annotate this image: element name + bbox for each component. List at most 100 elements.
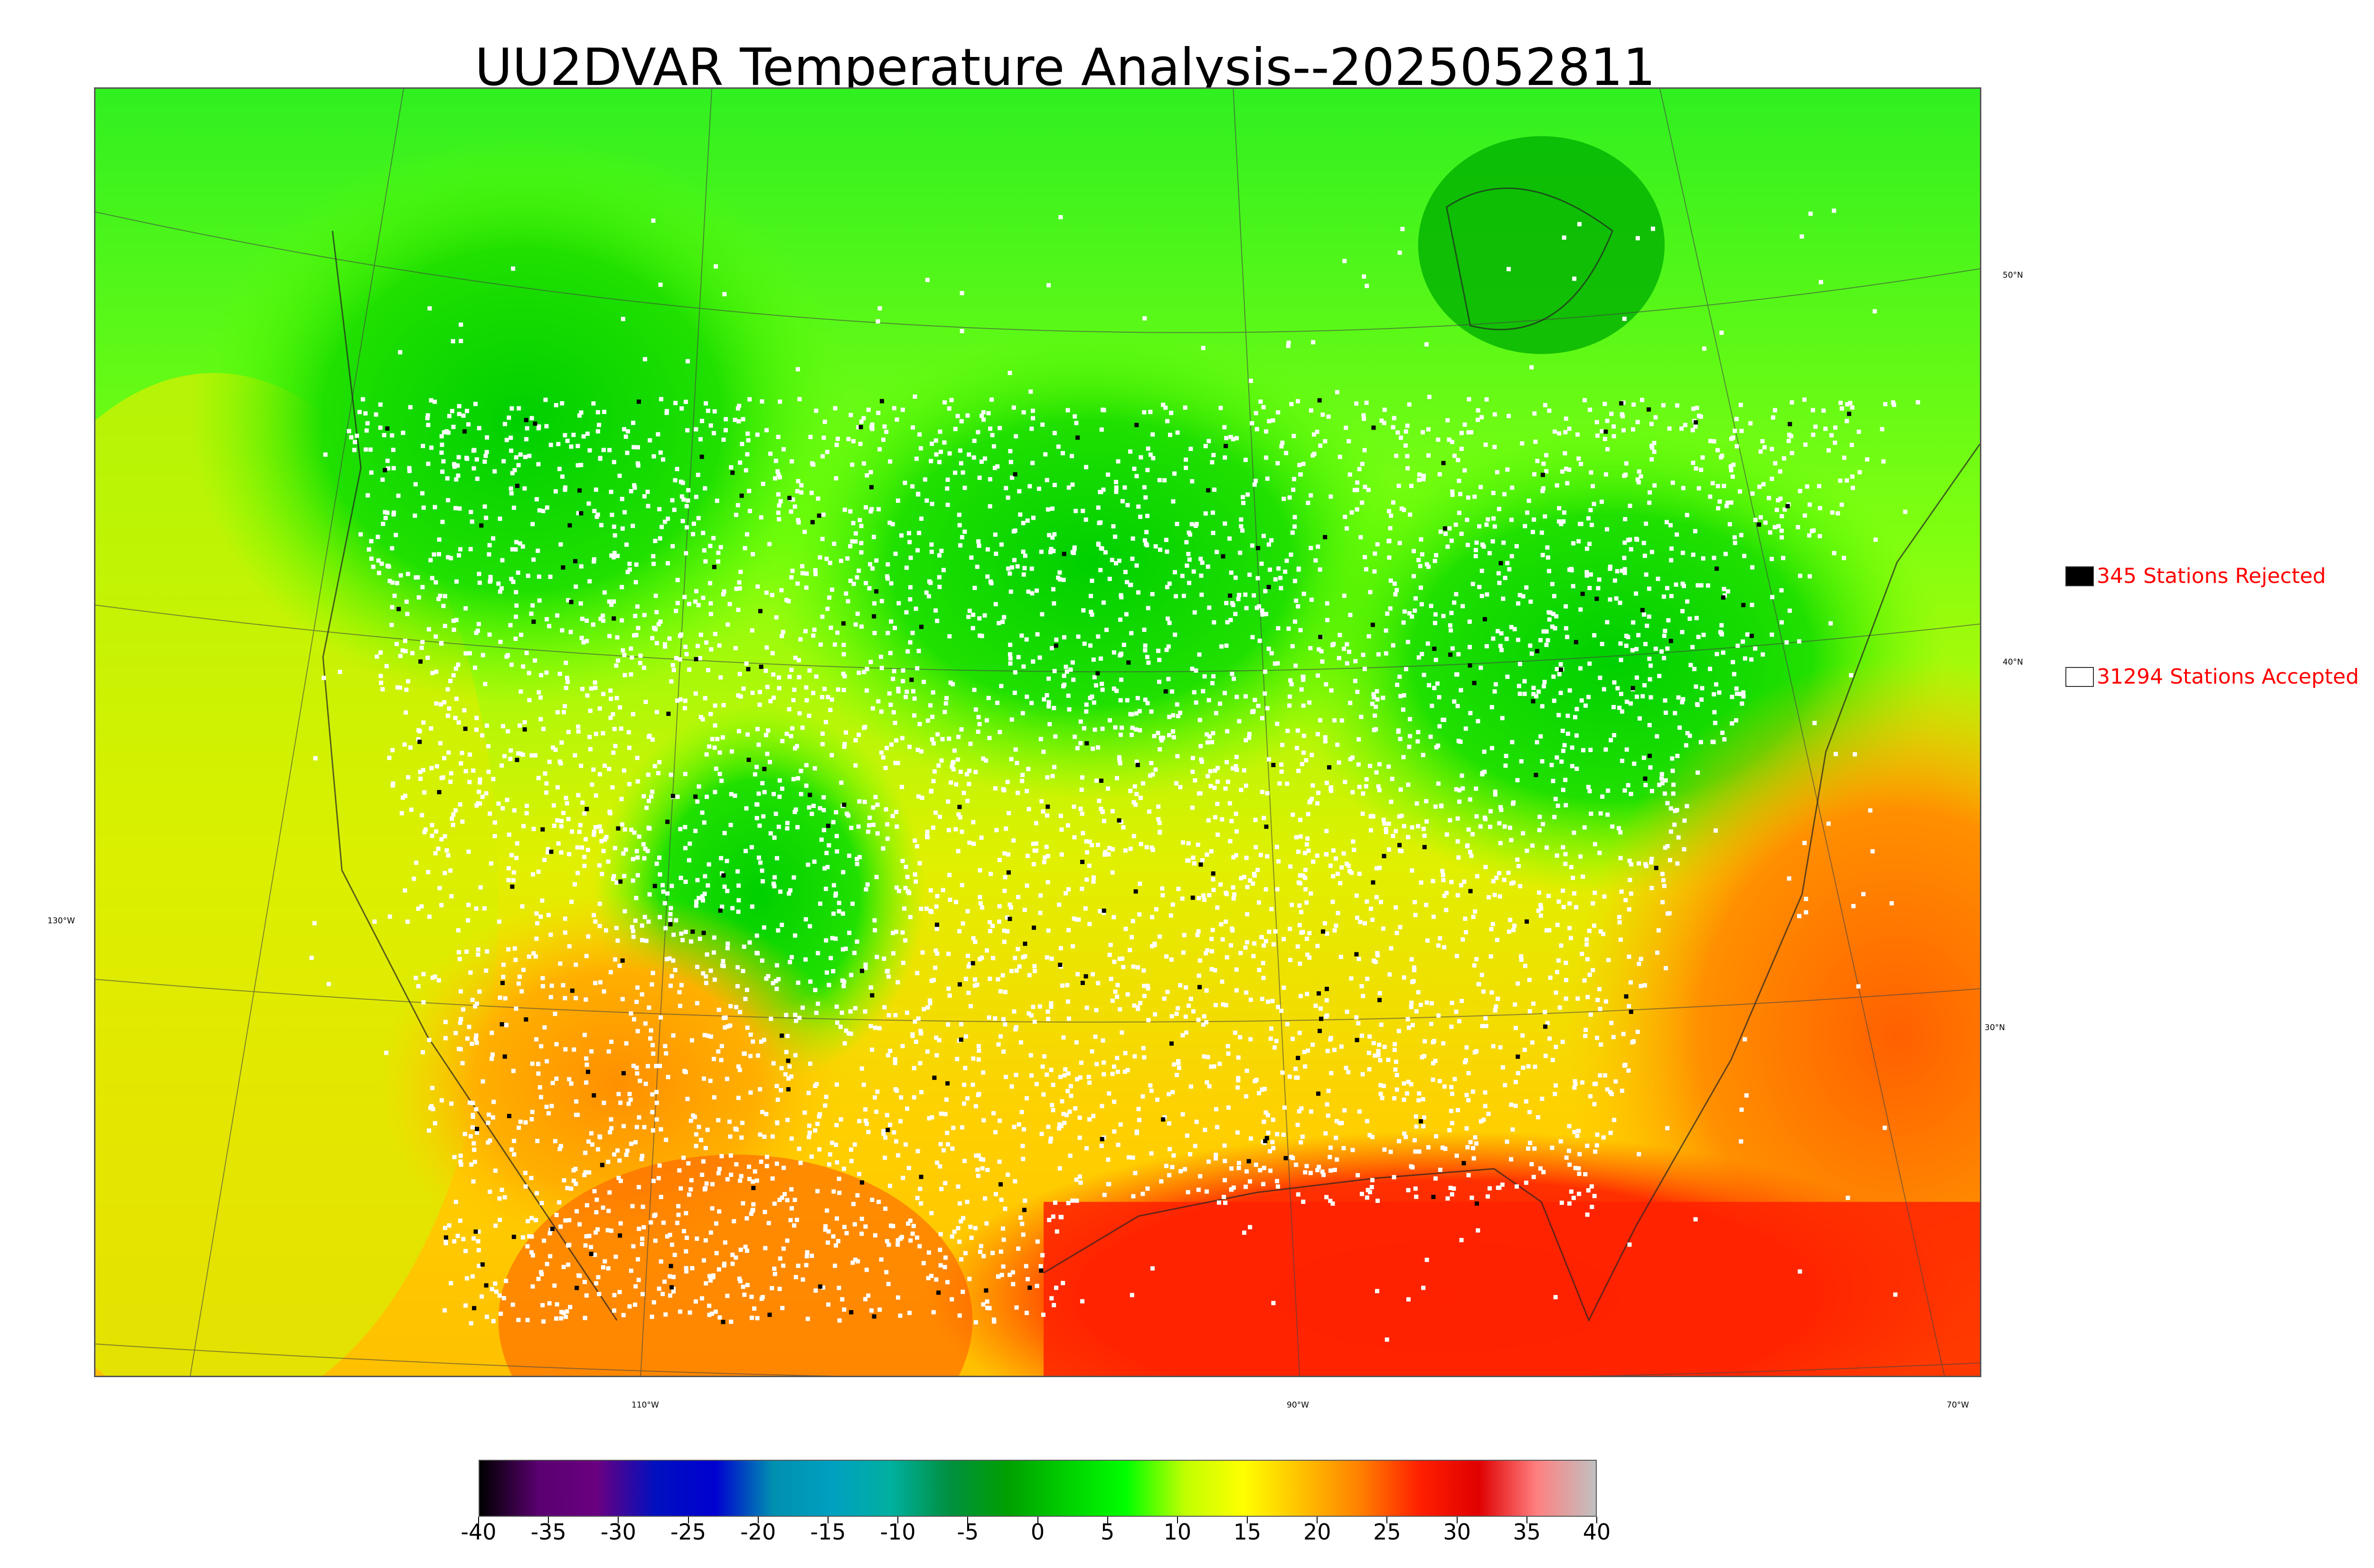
station-accepted-marker bbox=[384, 1051, 389, 1055]
station-accepted-marker bbox=[919, 1090, 924, 1095]
station-accepted-marker bbox=[682, 1229, 687, 1233]
station-accepted-marker bbox=[1413, 1114, 1418, 1119]
station-accepted-marker bbox=[540, 976, 545, 980]
station-accepted-marker bbox=[1131, 1194, 1136, 1199]
station-accepted-marker bbox=[484, 516, 489, 520]
station-accepted-marker bbox=[671, 932, 676, 937]
station-accepted-marker bbox=[1395, 430, 1400, 435]
station-accepted-marker bbox=[1564, 626, 1569, 630]
station-accepted-marker bbox=[1465, 517, 1470, 522]
station-accepted-marker bbox=[1191, 569, 1196, 574]
station-accepted-marker bbox=[930, 441, 934, 446]
station-accepted-marker bbox=[773, 811, 778, 816]
station-accepted-marker bbox=[1611, 434, 1616, 439]
station-accepted-marker bbox=[875, 831, 880, 836]
station-accepted-marker bbox=[1161, 403, 1166, 407]
station-accepted-marker bbox=[597, 423, 602, 427]
station-accepted-marker bbox=[959, 461, 963, 466]
station-accepted-marker bbox=[1562, 743, 1567, 748]
station-accepted-marker bbox=[822, 419, 827, 424]
station-accepted-marker bbox=[826, 695, 830, 699]
station-accepted-marker bbox=[907, 891, 912, 895]
station-accepted-marker bbox=[863, 1224, 868, 1229]
station-accepted-marker bbox=[1052, 1303, 1056, 1307]
station-accepted-marker bbox=[888, 1223, 893, 1228]
station-accepted-marker bbox=[1730, 695, 1734, 699]
station-accepted-marker bbox=[1378, 1083, 1383, 1088]
station-accepted-marker bbox=[989, 397, 994, 402]
station-accepted-marker bbox=[684, 504, 689, 508]
station-accepted-marker bbox=[1288, 927, 1292, 931]
station-accepted-marker bbox=[1197, 718, 1202, 723]
station-accepted-marker bbox=[808, 434, 813, 439]
station-accepted-marker bbox=[848, 544, 853, 549]
station-accepted-marker bbox=[811, 462, 816, 467]
station-accepted-marker bbox=[378, 650, 383, 655]
station-accepted-marker bbox=[1635, 420, 1640, 424]
station-accepted-marker bbox=[824, 851, 829, 855]
station-accepted-marker bbox=[1187, 581, 1192, 585]
station-accepted-marker bbox=[1615, 686, 1620, 691]
station-accepted-marker bbox=[1606, 789, 1611, 793]
station-accepted-marker bbox=[1282, 1105, 1287, 1110]
station-accepted-marker bbox=[804, 1263, 809, 1268]
station-accepted-marker bbox=[1453, 522, 1458, 527]
station-accepted-marker bbox=[1413, 1149, 1418, 1154]
station-accepted-marker bbox=[910, 1231, 915, 1236]
station-accepted-marker bbox=[929, 789, 934, 793]
station-accepted-marker bbox=[1365, 1119, 1369, 1124]
station-accepted-marker bbox=[442, 756, 447, 761]
station-accepted-marker bbox=[908, 1238, 913, 1243]
station-accepted-marker bbox=[1499, 807, 1504, 812]
station-accepted-marker bbox=[1721, 650, 1725, 655]
station-accepted-marker bbox=[673, 478, 678, 483]
station-accepted-marker bbox=[993, 1192, 998, 1196]
station-accepted-marker bbox=[1554, 755, 1559, 760]
station-accepted-marker bbox=[378, 402, 383, 407]
station-accepted-marker bbox=[1181, 840, 1186, 845]
station-accepted-marker bbox=[621, 851, 626, 856]
station-accepted-marker bbox=[1571, 584, 1575, 589]
station-accepted-marker bbox=[1620, 1089, 1624, 1093]
station-accepted-marker bbox=[454, 579, 459, 584]
station-accepted-marker bbox=[1110, 809, 1115, 814]
station-accepted-marker bbox=[1415, 739, 1420, 744]
station-accepted-marker bbox=[1491, 516, 1496, 521]
station-accepted-marker bbox=[451, 619, 456, 623]
station-accepted-marker bbox=[1207, 605, 1212, 610]
station-accepted-marker bbox=[972, 687, 977, 692]
station-accepted-marker bbox=[1284, 558, 1289, 563]
station-accepted-marker bbox=[780, 922, 784, 927]
station-accepted-marker bbox=[694, 1144, 698, 1148]
station-accepted-marker bbox=[1057, 1166, 1062, 1171]
station-accepted-marker bbox=[1123, 1051, 1128, 1055]
station-accepted-marker bbox=[463, 1303, 468, 1308]
station-accepted-marker bbox=[1044, 845, 1049, 849]
station-accepted-marker bbox=[892, 669, 896, 674]
station-accepted-marker bbox=[836, 687, 840, 692]
station-accepted-marker bbox=[663, 519, 668, 524]
station-accepted-marker bbox=[403, 793, 408, 798]
station-accepted-marker bbox=[1154, 907, 1159, 911]
station-accepted-marker bbox=[1357, 785, 1362, 789]
station-accepted-marker bbox=[841, 870, 846, 874]
station-accepted-marker bbox=[597, 706, 602, 711]
station-accepted-marker bbox=[693, 1299, 698, 1304]
station-accepted-marker bbox=[721, 437, 726, 442]
station-accepted-marker bbox=[1635, 236, 1640, 241]
station-accepted-marker bbox=[1479, 568, 1484, 573]
station-accepted-marker bbox=[1186, 841, 1191, 845]
station-accepted-marker bbox=[1035, 632, 1040, 637]
station-accepted-marker bbox=[1468, 645, 1472, 649]
temperature-map[interactable] bbox=[94, 87, 1981, 1377]
station-accepted-marker bbox=[1116, 459, 1121, 464]
station-accepted-marker bbox=[1397, 1139, 1402, 1144]
station-accepted-marker bbox=[900, 859, 905, 864]
station-accepted-marker bbox=[1696, 635, 1701, 639]
station-accepted-marker bbox=[1330, 1201, 1335, 1206]
station-accepted-marker bbox=[1239, 788, 1244, 792]
station-accepted-marker bbox=[931, 825, 935, 830]
station-accepted-marker bbox=[782, 447, 786, 451]
station-accepted-marker bbox=[416, 906, 421, 911]
station-accepted-marker bbox=[1419, 602, 1424, 607]
